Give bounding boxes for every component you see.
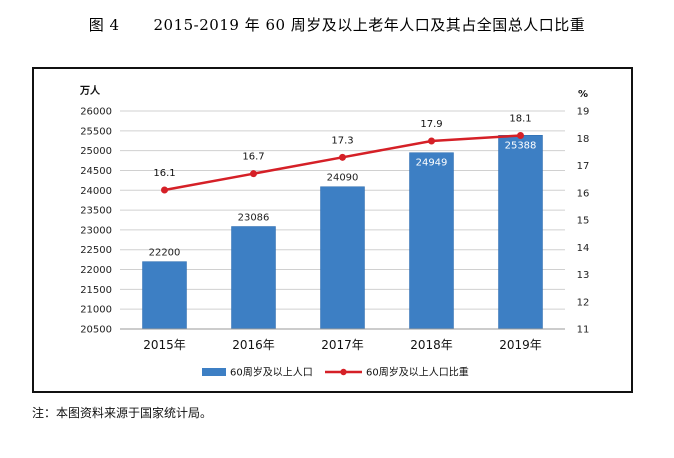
ratio-point <box>339 153 346 161</box>
left-tick-label: 22000 <box>80 265 112 276</box>
legend-bar-label: 60周岁及以上人口 <box>230 366 313 379</box>
bar-value-label: 22200 <box>149 248 181 259</box>
ratio-value-label: 17.3 <box>331 135 353 146</box>
ratio-point <box>250 170 257 178</box>
bar <box>409 152 454 330</box>
bar <box>142 261 187 330</box>
x-tick-label: 2015年 <box>143 338 186 352</box>
x-tick-label: 2016年 <box>232 338 275 352</box>
x-tick-label: 2019年 <box>499 338 542 352</box>
bar <box>231 226 276 330</box>
left-tick-label: 24500 <box>80 166 112 177</box>
bar-value-label: 23086 <box>238 213 270 224</box>
right-tick-label: 18 <box>577 134 590 145</box>
bar-value-label: 25388 <box>505 140 537 151</box>
right-axis-unit: % <box>578 89 588 100</box>
bar <box>498 135 543 330</box>
figure-title-text: 2015-2019 年 60 周岁及以上老年人口及其占全国总人口比重 <box>153 16 586 34</box>
bar-value-label: 24090 <box>327 173 359 184</box>
left-tick-label: 21500 <box>80 285 112 296</box>
right-tick-label: 19 <box>577 107 590 118</box>
right-tick-label: 12 <box>577 297 590 308</box>
legend-bar-swatch <box>202 368 226 376</box>
legend-line-marker <box>340 368 347 376</box>
ratio-value-label: 16.1 <box>153 168 175 179</box>
left-tick-label: 26000 <box>80 107 112 118</box>
ratio-value-label: 18.1 <box>509 114 531 125</box>
ratio-point <box>428 137 435 145</box>
bar <box>320 186 365 330</box>
right-tick-label: 16 <box>577 188 590 199</box>
ratio-value-label: 16.7 <box>242 152 264 163</box>
left-tick-label: 21000 <box>80 305 112 316</box>
x-tick-label: 2017年 <box>321 338 364 352</box>
x-tick-label: 2018年 <box>410 338 453 352</box>
figure-number: 图 4 <box>88 16 120 34</box>
right-tick-label: 14 <box>577 243 590 254</box>
left-tick-label: 23500 <box>80 206 112 217</box>
right-tick-label: 11 <box>577 325 590 336</box>
left-tick-label: 25000 <box>80 146 112 157</box>
ratio-point <box>517 132 524 140</box>
source-note: 注：本图资料来源于国家统计局。 <box>32 406 213 420</box>
left-axis-unit: 万人 <box>79 84 101 97</box>
left-tick-label: 25500 <box>80 126 112 137</box>
figure-title: 图 4 2015-2019 年 60 周岁及以上老年人口及其占全国总人口比重 <box>0 14 674 35</box>
right-tick-label: 17 <box>577 161 590 172</box>
ratio-value-label: 17.9 <box>420 119 442 130</box>
right-tick-label: 13 <box>577 270 590 281</box>
ratio-point <box>161 186 168 194</box>
left-tick-label: 20500 <box>80 325 112 336</box>
left-tick-label: 24000 <box>80 186 112 197</box>
right-tick-label: 15 <box>577 216 590 227</box>
bar-value-label: 24949 <box>416 158 448 169</box>
legend-line-label: 60周岁及以上人口比重 <box>366 366 469 379</box>
left-tick-label: 22500 <box>80 245 112 256</box>
left-tick-label: 23000 <box>80 225 112 236</box>
